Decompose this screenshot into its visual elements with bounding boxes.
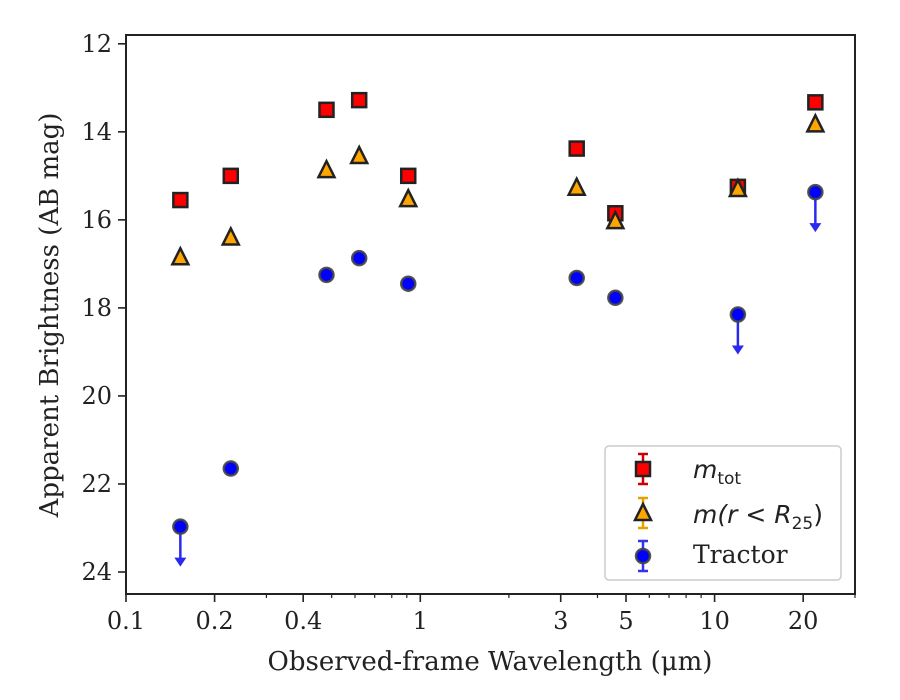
data-point	[349, 144, 370, 165]
data-point	[807, 94, 824, 111]
data-point	[727, 177, 748, 198]
x-tick-label: 1	[413, 607, 428, 635]
x-tick-label: 10	[699, 607, 730, 635]
data-point	[172, 518, 189, 535]
series-tractor	[172, 183, 824, 567]
data-point	[729, 306, 747, 323]
y-axis-label: Apparent Brightness (AB mag)	[35, 113, 65, 519]
legend-box	[604, 445, 842, 581]
data-point	[350, 91, 368, 109]
x-tick-label: 0.1	[107, 607, 145, 635]
upper-limit-arrowhead	[174, 557, 187, 567]
x-axis-label: Observed-frame Wavelength (μm)	[268, 647, 713, 677]
x-tick-label: 3	[553, 607, 568, 635]
legend-marker-icon	[634, 460, 652, 478]
series-m-r25	[170, 112, 826, 266]
legend-label-tractor: Tractor	[693, 540, 788, 569]
data-point	[568, 140, 585, 157]
data-point	[222, 460, 240, 477]
y-tick-label: 12	[81, 30, 112, 58]
data-point	[318, 101, 335, 119]
upper-limit-arrowhead	[731, 345, 744, 355]
y-tick-label: 24	[81, 558, 112, 586]
legend-label-m-r25: m(r < R25)	[693, 500, 823, 534]
x-tick-label: 0.4	[284, 607, 322, 635]
data-point	[220, 225, 241, 246]
data-point	[607, 289, 624, 307]
data-point	[399, 275, 417, 292]
data-point	[316, 158, 337, 179]
upper-limit-arrowhead	[809, 223, 822, 233]
plot-frame	[125, 34, 856, 595]
data-point	[805, 112, 826, 133]
y-tick-label: 16	[81, 206, 112, 234]
data-point	[172, 191, 189, 209]
y-tick-label: 18	[81, 294, 112, 322]
data-point	[399, 167, 417, 185]
x-tick-label: 5	[618, 607, 633, 635]
x-tick-label: 0.2	[196, 607, 234, 635]
y-tick-label: 14	[81, 118, 112, 146]
series-mtot	[172, 91, 824, 222]
y-tick-label: 20	[81, 382, 112, 410]
data-point	[605, 209, 626, 230]
data-point	[566, 175, 587, 196]
legend: mtot m(r < R25) Tractor	[604, 445, 842, 581]
data-point	[350, 249, 368, 267]
legend-marker-icon	[634, 547, 652, 565]
x-tick-label: 20	[788, 607, 819, 635]
data-point	[222, 167, 240, 185]
data-point	[318, 266, 335, 284]
data-point	[398, 187, 419, 208]
y-tick-label: 22	[81, 470, 112, 498]
data-point	[568, 269, 585, 287]
data-point	[170, 245, 191, 266]
legend-marker-icon	[632, 501, 654, 522]
data-point	[807, 183, 824, 201]
legend-label-mtot: mtot	[693, 455, 741, 489]
